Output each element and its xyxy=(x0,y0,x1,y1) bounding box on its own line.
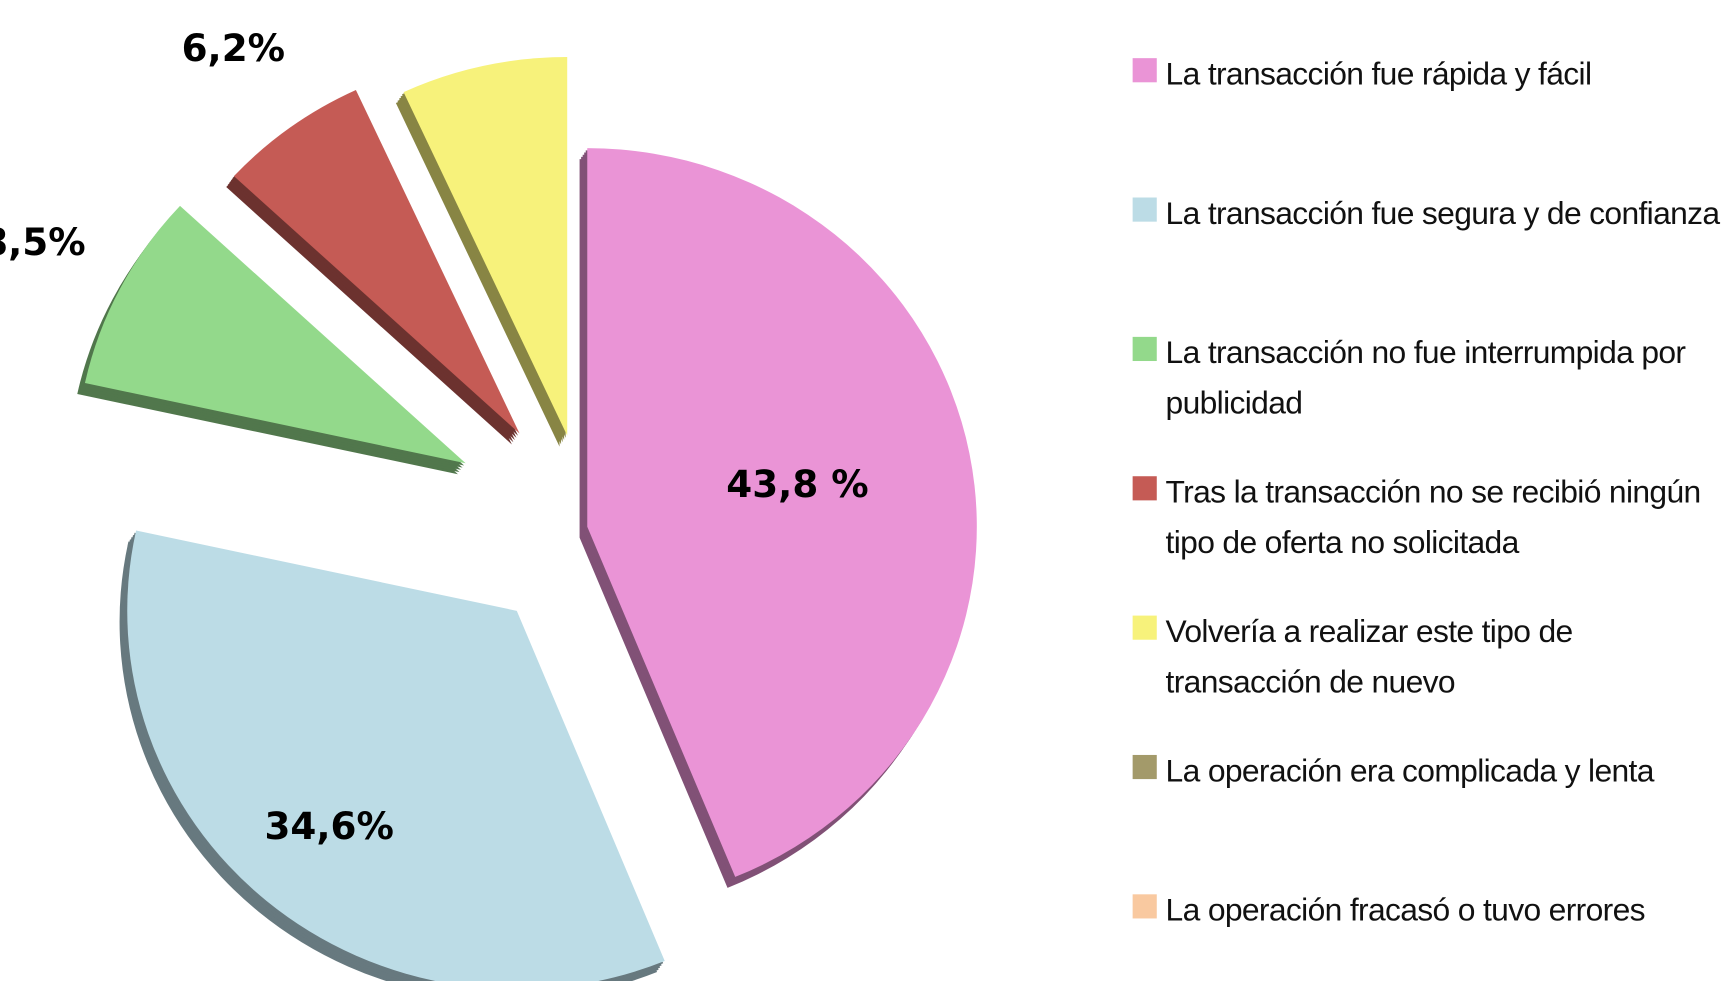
legend-item: Tras la transacción no se recibió ningún… xyxy=(1165,475,1702,561)
data-label: 8,5% xyxy=(0,220,86,264)
data-label: 43,8 % xyxy=(726,462,868,506)
legend-label: La transacción fue segura y de confianza xyxy=(1165,196,1721,232)
legend-swatch xyxy=(1132,476,1157,501)
legend-swatch xyxy=(1132,336,1157,362)
legend-label: Volvería a realizar este tipo de transac… xyxy=(1165,614,1574,701)
legend-label: Tras la transacción no se recibió ningún… xyxy=(1165,475,1702,561)
legend-item: Volvería a realizar este tipo de transac… xyxy=(1165,614,1574,701)
slice xyxy=(233,89,520,434)
legend-label: La operación fracasó o tuvo errores xyxy=(1165,893,1646,929)
legend-item: La transacción fue rápida y fácil xyxy=(1165,57,1592,93)
slice xyxy=(84,205,466,464)
legend-item: La operación era complicada y lenta xyxy=(1165,753,1655,789)
legend-label: La transacción no fue interrumpida por p… xyxy=(1165,335,1686,422)
legend-item: La operación fracasó o tuvo errores xyxy=(1165,893,1646,929)
legend-item: La transacción fue segura y de confianza xyxy=(1165,196,1721,232)
legend-item: La transacción no fue interrumpida por p… xyxy=(1165,335,1686,422)
legend-swatch xyxy=(1132,197,1157,222)
legend-label: La operación era complicada y lenta xyxy=(1165,753,1655,789)
legend-swatch xyxy=(1132,894,1157,919)
legend-swatch xyxy=(1132,754,1157,780)
legend-swatch xyxy=(1132,615,1157,640)
data-label: 34,6% xyxy=(264,804,393,848)
slice xyxy=(403,57,568,436)
legend-swatch xyxy=(1132,58,1157,83)
data-label: 6,2% xyxy=(182,26,285,70)
legend-label: La transacción fue rápida y fácil xyxy=(1165,57,1592,93)
slice xyxy=(127,530,665,981)
slice xyxy=(587,148,977,877)
